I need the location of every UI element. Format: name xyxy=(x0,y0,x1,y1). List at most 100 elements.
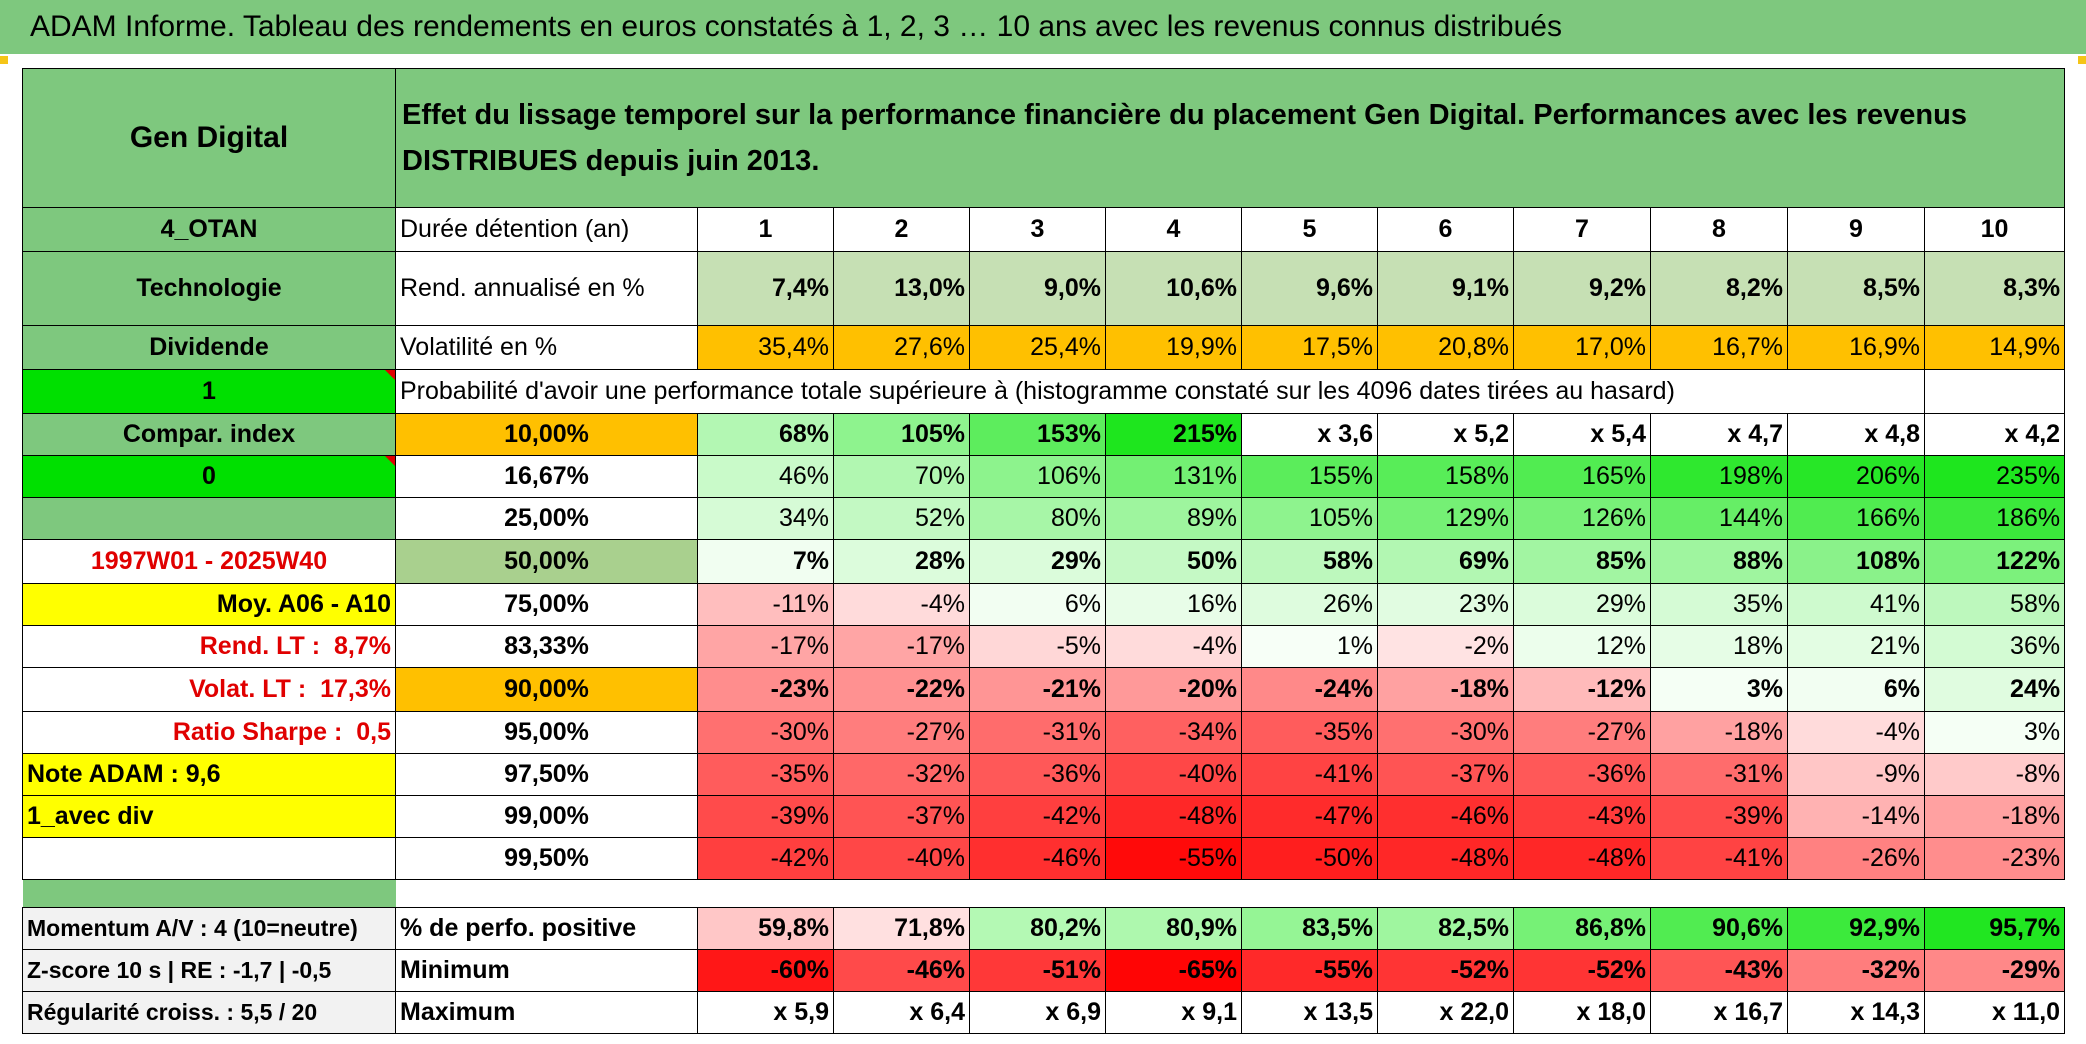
stat-cell: 80,2% xyxy=(969,907,1106,950)
spacer-cell xyxy=(396,880,2065,908)
probability-cell: 26% xyxy=(1241,583,1378,626)
probability-cell: -22% xyxy=(833,667,970,712)
probability-cell: 1% xyxy=(1241,625,1378,668)
stat-cell: x 14,3 xyxy=(1787,991,1925,1034)
percentile-row: 25,00% 34% 52% 80% 89% 105% 129% 126% 144% 166% 18… xyxy=(22,497,2066,540)
probability-cell: 7% xyxy=(697,539,834,584)
volatility-cell: 17,0% xyxy=(1513,325,1651,370)
long-term-volatility: Volat. LT : 17,3% xyxy=(22,667,396,712)
metric-value: 0,5 xyxy=(356,718,391,746)
probability-cell: -35% xyxy=(697,753,834,796)
probability-cell: 155% xyxy=(1241,455,1378,498)
percentile-row: Compar. index 10,00% 68% 105% 153% 215% x 3,6 x… xyxy=(22,413,2066,456)
annualized-return-cell: 13,0% xyxy=(833,251,970,326)
probability-cell: -30% xyxy=(1377,711,1514,754)
index-code: 4_OTAN xyxy=(22,207,396,252)
probability-cell: -18% xyxy=(1923,795,2066,838)
empty-cell xyxy=(1923,369,2066,414)
year-header: 3 xyxy=(969,207,1106,252)
stat-cell: -52% xyxy=(1513,949,1651,992)
percentile-threshold: 16,67% xyxy=(395,455,698,498)
probability-cell: -37% xyxy=(833,795,970,838)
probability-header-row: 1 Probabilité d'avoir une performance to… xyxy=(22,369,2066,414)
probability-cell: -39% xyxy=(697,795,834,838)
toggle-1[interactable]: 1 xyxy=(22,369,396,414)
stat-cell: -32% xyxy=(1787,949,1925,992)
volatility-row: Dividende Volatilité en % 35,4% 27,6% 25,4… xyxy=(22,325,2066,370)
annualized-return-cell: 7,4% xyxy=(697,251,834,326)
probability-cell: 89% xyxy=(1105,497,1242,540)
metric-value: 17,3% xyxy=(320,675,391,703)
annualized-return-cell: 9,0% xyxy=(969,251,1106,326)
volatility-cell: 20,8% xyxy=(1377,325,1514,370)
probability-cell: -43% xyxy=(1513,795,1651,838)
probability-cell: 23% xyxy=(1377,583,1514,626)
percentile-row: 1_avec div 99,00% -39% -37% -42% -48% -47% -46%… xyxy=(22,795,2066,838)
probability-cell: -11% xyxy=(697,583,834,626)
annualized-return-cell: 9,6% xyxy=(1241,251,1378,326)
annualized-return-label: Rend. annualisé en % xyxy=(395,251,698,326)
probability-cell: 85% xyxy=(1513,539,1651,584)
percentile-threshold: 75,00% xyxy=(395,583,698,626)
probability-cell: -48% xyxy=(1105,795,1242,838)
probability-cell: 122% xyxy=(1923,539,2066,584)
probability-cell: 165% xyxy=(1513,455,1651,498)
probability-cell: 58% xyxy=(1923,583,2066,626)
stat-cell: x 16,7 xyxy=(1650,991,1788,1034)
volatility-cell: 16,9% xyxy=(1787,325,1925,370)
stat-cell: 71,8% xyxy=(833,907,970,950)
probability-cell: 126% xyxy=(1513,497,1651,540)
probability-cell: x 4,2 xyxy=(1923,413,2066,456)
probability-cell: -17% xyxy=(697,625,834,668)
percentile-row: Rend. LT : 8,7% 83,33% -17% -17% -5% -4% 1% -2%… xyxy=(22,625,2066,668)
probability-cell: 58% xyxy=(1241,539,1378,584)
probability-cell: -35% xyxy=(1241,711,1378,754)
sector: Technologie xyxy=(22,251,396,326)
probability-cell: -18% xyxy=(1377,667,1514,712)
probability-cell: -50% xyxy=(1241,837,1378,880)
probability-cell: 88% xyxy=(1650,539,1788,584)
empty-green-cell xyxy=(22,497,396,540)
probability-cell: x 4,7 xyxy=(1650,413,1788,456)
duration-label: Durée détention (an) xyxy=(395,207,698,252)
distribution-type: Dividende xyxy=(22,325,396,370)
probability-cell: -21% xyxy=(969,667,1106,712)
probability-cell: -2% xyxy=(1377,625,1514,668)
stat-cell: -55% xyxy=(1241,949,1378,992)
probability-cell: -31% xyxy=(969,711,1106,754)
compar-index-label: Compar. index xyxy=(22,413,396,456)
probability-label: Probabilité d'avoir une performance tota… xyxy=(395,369,1925,414)
probability-cell: x 3,6 xyxy=(1241,413,1378,456)
percentile-threshold: 95,00% xyxy=(395,711,698,754)
probability-cell: -42% xyxy=(697,837,834,880)
probability-cell: -18% xyxy=(1650,711,1788,754)
probability-cell: 131% xyxy=(1105,455,1242,498)
percentile-row: 99,50% -42% -40% -46% -55% -50% -48% -48% -41% -2… xyxy=(22,837,2066,880)
stat-cell: 90,6% xyxy=(1650,907,1788,950)
probability-cell: 16% xyxy=(1105,583,1242,626)
stat-cell: 95,7% xyxy=(1923,907,2066,950)
probability-cell: -26% xyxy=(1787,837,1925,880)
percentile-threshold: 50,00% xyxy=(395,539,698,584)
toggle-2[interactable]: 0 xyxy=(22,455,396,498)
probability-cell: 144% xyxy=(1650,497,1788,540)
probability-cell: 34% xyxy=(697,497,834,540)
annualized-return-cell: 10,6% xyxy=(1105,251,1242,326)
probability-cell: -5% xyxy=(969,625,1106,668)
probability-cell: 106% xyxy=(969,455,1106,498)
probability-cell: 68% xyxy=(697,413,834,456)
percentile-row: Volat. LT : 17,3% 90,00% -23% -22% -21% -20% -… xyxy=(22,667,2066,712)
indicator-label: Z-score 10 s | RE : -1,7 | -0,5 xyxy=(22,949,396,992)
percentile-row: Ratio Sharpe : 0,5 95,00% -30% -27% -31% -34%… xyxy=(22,711,2066,754)
probability-cell: -4% xyxy=(1787,711,1925,754)
metric-label: Rend. LT : xyxy=(199,632,321,660)
annualized-return-cell: 8,3% xyxy=(1923,251,2066,326)
probability-cell: 36% xyxy=(1923,625,2066,668)
probability-cell: x 5,2 xyxy=(1377,413,1514,456)
row-label: Maximum xyxy=(395,991,698,1034)
probability-cell: x 4,8 xyxy=(1787,413,1925,456)
probability-cell: -23% xyxy=(1923,837,2066,880)
probability-cell: 108% xyxy=(1787,539,1925,584)
probability-cell: 235% xyxy=(1923,455,2066,498)
stat-cell: x 18,0 xyxy=(1513,991,1651,1034)
